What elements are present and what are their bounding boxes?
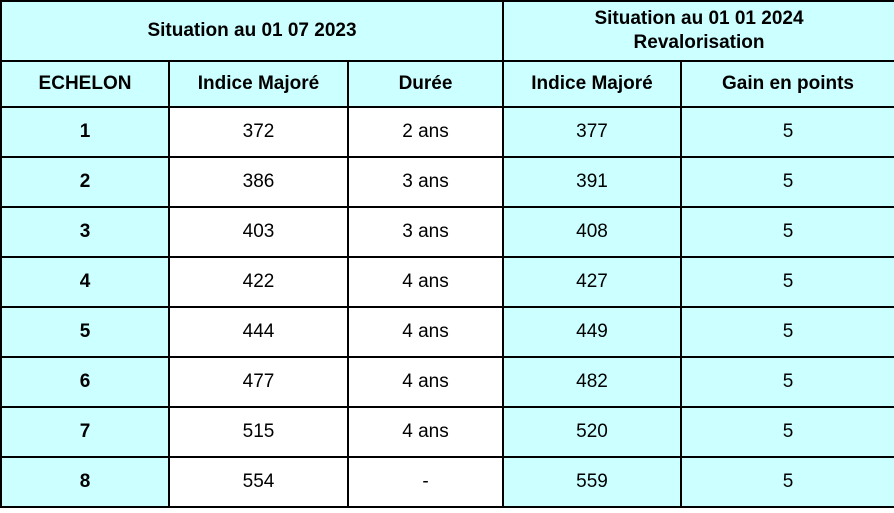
cell-indice-2024: 482: [502, 356, 682, 408]
cell-gain: 5: [680, 406, 894, 458]
cell-gain: 5: [680, 456, 894, 508]
table-row: 2 386 3 ans 391 5: [0, 156, 894, 208]
cell-indice-2024: 391: [502, 156, 682, 208]
cell-indice-2024: 449: [502, 306, 682, 358]
cell-echelon: 1: [0, 106, 170, 158]
cell-duree: 3 ans: [347, 206, 504, 258]
cell-gain: 5: [680, 156, 894, 208]
column-header-indice-2023: Indice Majoré: [168, 60, 349, 108]
table-body: 1 372 2 ans 377 5 2 386 3 ans 391 5 3 40…: [0, 106, 894, 508]
cell-echelon: 3: [0, 206, 170, 258]
cell-gain: 5: [680, 206, 894, 258]
cell-duree: -: [347, 456, 504, 508]
cell-echelon: 4: [0, 256, 170, 308]
cell-indice-2024: 559: [502, 456, 682, 508]
group-header-situation-2024: Situation au 01 01 2024 Revalorisation: [502, 0, 894, 62]
column-header-gain: Gain en points: [680, 60, 894, 108]
column-header-indice-2024: Indice Majoré: [502, 60, 682, 108]
table-row: 4 422 4 ans 427 5: [0, 256, 894, 308]
group-header-2024-line2: Revalorisation: [633, 32, 765, 53]
cell-gain: 5: [680, 306, 894, 358]
cell-indice-2024: 408: [502, 206, 682, 258]
group-header-row: Situation au 01 07 2023 Situation au 01 …: [0, 0, 894, 62]
group-header-2024-line1: Situation au 01 01 2024: [594, 8, 804, 30]
cell-duree: 3 ans: [347, 156, 504, 208]
cell-indice-2024: 377: [502, 106, 682, 158]
cell-gain: 5: [680, 356, 894, 408]
table-row: 6 477 4 ans 482 5: [0, 356, 894, 408]
cell-indice-2024: 520: [502, 406, 682, 458]
table-row: 7 515 4 ans 520 5: [0, 406, 894, 458]
column-header-echelon: ECHELON: [0, 60, 170, 108]
cell-gain: 5: [680, 256, 894, 308]
cell-indice-2023: 372: [168, 106, 349, 158]
cell-duree: 4 ans: [347, 306, 504, 358]
column-header-row: ECHELON Indice Majoré Durée Indice Major…: [0, 60, 894, 108]
cell-indice-2023: 477: [168, 356, 349, 408]
table-row: 8 554 - 559 5: [0, 456, 894, 508]
cell-indice-2024: 427: [502, 256, 682, 308]
column-header-duree: Durée: [347, 60, 504, 108]
cell-echelon: 5: [0, 306, 170, 358]
cell-echelon: 6: [0, 356, 170, 408]
cell-indice-2023: 444: [168, 306, 349, 358]
cell-indice-2023: 554: [168, 456, 349, 508]
cell-echelon: 8: [0, 456, 170, 508]
cell-duree: 2 ans: [347, 106, 504, 158]
cell-gain: 5: [680, 106, 894, 158]
table-row: 3 403 3 ans 408 5: [0, 206, 894, 258]
table-row: 1 372 2 ans 377 5: [0, 106, 894, 158]
cell-indice-2023: 386: [168, 156, 349, 208]
cell-duree: 4 ans: [347, 256, 504, 308]
cell-duree: 4 ans: [347, 406, 504, 458]
cell-echelon: 2: [0, 156, 170, 208]
table-row: 5 444 4 ans 449 5: [0, 306, 894, 358]
cell-duree: 4 ans: [347, 356, 504, 408]
cell-echelon: 7: [0, 406, 170, 458]
cell-indice-2023: 422: [168, 256, 349, 308]
cell-indice-2023: 403: [168, 206, 349, 258]
group-header-situation-2023: Situation au 01 07 2023: [0, 0, 504, 62]
cell-indice-2023: 515: [168, 406, 349, 458]
